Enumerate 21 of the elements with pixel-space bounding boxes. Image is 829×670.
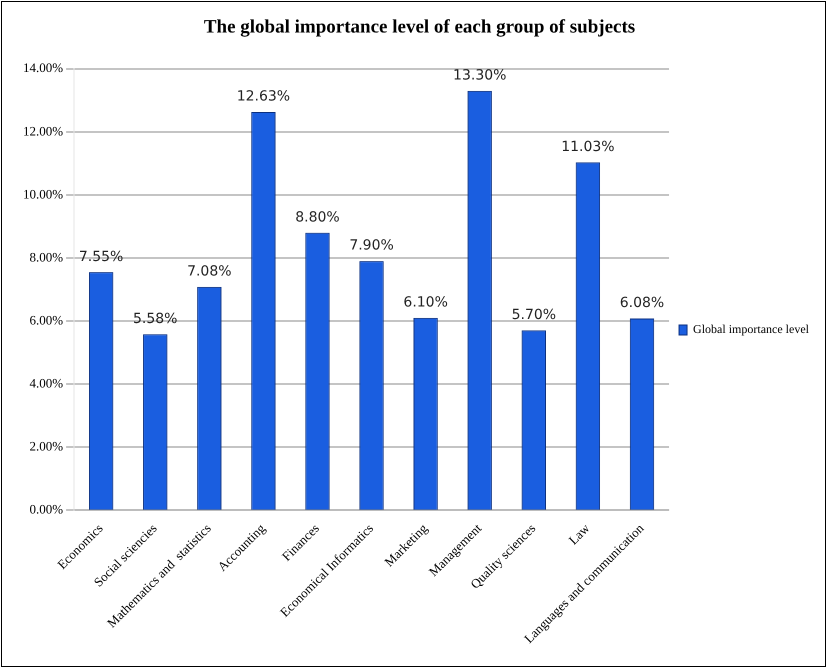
data-label: 13.30% [453, 68, 506, 84]
y-tick-label: 14.00% [22, 60, 64, 76]
y-tick-label: 6.00% [29, 312, 64, 328]
data-label: 8.80% [295, 209, 340, 226]
y-tick-label: 10.00% [22, 186, 64, 202]
y-tick-label: 8.00% [29, 249, 64, 264]
data-label: 12.63% [236, 88, 290, 105]
data-label: 6.08% [620, 295, 664, 312]
y-tick-label: 2.00% [29, 438, 64, 454]
data-label: 5.70% [512, 307, 556, 324]
data-label: 7.55% [78, 248, 124, 265]
legend-label: Global importance level [693, 322, 810, 336]
y-tick-label: 12.00% [22, 123, 64, 138]
y-tick-label: 4.00% [29, 375, 64, 390]
chart-title: The global importance level of each group of subjects [204, 16, 636, 38]
data-label: 11.03% [561, 139, 615, 156]
data-label: 7.90% [349, 238, 394, 254]
data-label: 5.58% [132, 310, 178, 327]
y-tick-label: 0.00% [29, 502, 64, 517]
data-label: 6.10% [403, 294, 448, 310]
data-label: 7.08% [187, 264, 232, 280]
